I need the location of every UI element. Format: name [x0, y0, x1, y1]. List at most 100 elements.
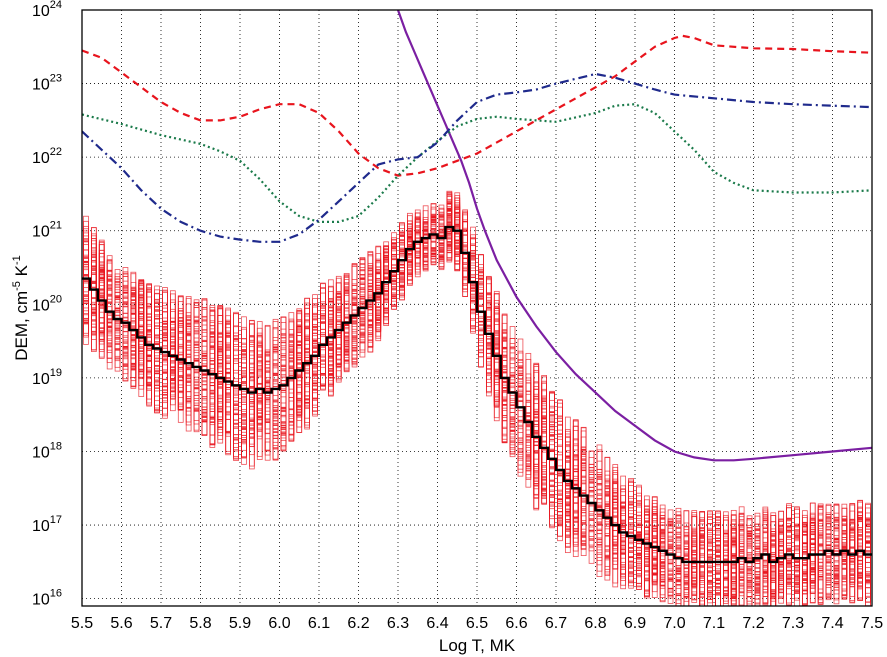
- mc-realization-box: [320, 283, 326, 320]
- mc-realization-box: [770, 533, 777, 554]
- x-tick-label: 5.6: [110, 615, 132, 632]
- mc-realization-box: [596, 460, 603, 543]
- mc-realization-box: [683, 584, 690, 606]
- mc-realization-box: [438, 245, 445, 251]
- mc-realization-box: [485, 336, 492, 367]
- mc-realization-box: [549, 422, 555, 436]
- mc-realization-box: [91, 238, 97, 269]
- mc-realization-box: [565, 473, 571, 476]
- mc-realization-box: [612, 501, 619, 525]
- mc-realization-box: [304, 361, 311, 424]
- mc-realization-box: [691, 534, 698, 563]
- mc-realization-box: [549, 496, 555, 503]
- mc-realization-box: [651, 558, 658, 598]
- x-tick-label: 6.9: [624, 615, 646, 632]
- mc-realization-box: [209, 337, 216, 373]
- em-locus-curve-3: [82, 103, 872, 223]
- mc-realization-box: [596, 549, 603, 577]
- mc-realization-box: [462, 212, 469, 246]
- mc-realization-box: [185, 353, 192, 397]
- mc-realization-box: [138, 363, 145, 370]
- mc-realization-box: [691, 533, 698, 539]
- mc-realization-box: [241, 350, 247, 357]
- mc-realization-box: [114, 281, 121, 368]
- mc-realization-box: [138, 300, 145, 319]
- mc-realization-box: [794, 526, 800, 572]
- mc-realization-box: [517, 385, 524, 473]
- mc-realization-box: [549, 415, 555, 467]
- mc-realization-box: [367, 255, 374, 288]
- mc-realization-box: [596, 510, 603, 554]
- mc-realization-box: [833, 503, 840, 527]
- mc-realization-box: [91, 255, 97, 336]
- mc-realization-box: [351, 297, 358, 368]
- mc-realization-box: [241, 376, 247, 415]
- mc-realization-box: [146, 306, 152, 350]
- mc-realization-box: [588, 519, 595, 528]
- mc-realization-box: [501, 330, 508, 371]
- mc-realization-box: [106, 281, 113, 286]
- mc-realization-box: [264, 401, 271, 423]
- mc-realization-box: [667, 545, 674, 589]
- mc-realization-box: [557, 402, 563, 472]
- mc-realization-box: [391, 292, 397, 295]
- mc-realization-box: [193, 340, 200, 367]
- mc-realization-box: [233, 335, 239, 341]
- mc-realization-box: [865, 556, 871, 575]
- em-locus-curve-4: [82, 72, 872, 243]
- mc-realization-box: [233, 346, 239, 352]
- mc-realization-box: [691, 558, 698, 573]
- mc-realization-box: [557, 503, 563, 509]
- mc-realization-box: [225, 371, 231, 396]
- mc-realization-box: [462, 234, 469, 265]
- mc-realization-box: [778, 544, 785, 564]
- mc-realization-box: [248, 403, 255, 467]
- mc-realization-box: [248, 351, 255, 387]
- mc-realization-box: [699, 597, 706, 606]
- mc-realization-box: [841, 519, 848, 564]
- mc-realization-box: [762, 518, 769, 551]
- mc-realization-box: [809, 544, 816, 570]
- x-tick-label: 6.0: [268, 615, 290, 632]
- mc-realization-box: [193, 387, 200, 410]
- mc-realization-box: [193, 347, 200, 360]
- mc-realization-box: [91, 309, 97, 321]
- mc-realization-box: [549, 496, 555, 510]
- mc-realization-box: [248, 362, 255, 470]
- mc-realization-box: [241, 342, 247, 458]
- mc-realization-box: [565, 481, 571, 505]
- mc-realization-box: [501, 407, 508, 421]
- mc-realization-box: [272, 339, 279, 354]
- mc-realization-box: [454, 207, 461, 223]
- mc-realization-box: [130, 327, 137, 359]
- mc-realization-box: [446, 190, 453, 225]
- mc-realization-box: [169, 346, 176, 356]
- mc-realization-box: [557, 418, 563, 467]
- mc-realization-box: [501, 371, 508, 401]
- mc-realization-box: [304, 351, 311, 383]
- mc-realization-box: [612, 543, 619, 565]
- mc-realization-box: [493, 312, 500, 345]
- mc-realization-box: [565, 451, 571, 548]
- mc-realization-box: [98, 274, 105, 290]
- mc-realization-box: [644, 536, 650, 599]
- mc-realization-box: [636, 540, 642, 578]
- mc-realization-box: [628, 481, 634, 530]
- mc-realization-box: [533, 417, 540, 473]
- mc-realization-box: [241, 357, 247, 360]
- mc-realization-box: [825, 518, 832, 522]
- mc-realization-box: [91, 282, 97, 305]
- mc-realization-box: [391, 246, 397, 261]
- mc-realization-box: [572, 445, 579, 557]
- mc-realization-box: [549, 426, 555, 505]
- mc-realization-box: [462, 269, 469, 293]
- mc-realization-box: [786, 560, 792, 564]
- mc-realization-box: [264, 399, 271, 422]
- mc-realization-box: [817, 527, 824, 603]
- mc-realization-box: [509, 418, 516, 435]
- x-tick-labels: 5.5 5.6 5.7 5.8 5.9 6.0 6.1 6.2 6.3 6.4 6.5 6.6 6.7 6…: [71, 615, 883, 632]
- mc-realization-box: [817, 576, 824, 598]
- mc-realization-box: [620, 567, 627, 577]
- mc-realization-box: [185, 391, 192, 408]
- mc-realization-box: [549, 495, 555, 526]
